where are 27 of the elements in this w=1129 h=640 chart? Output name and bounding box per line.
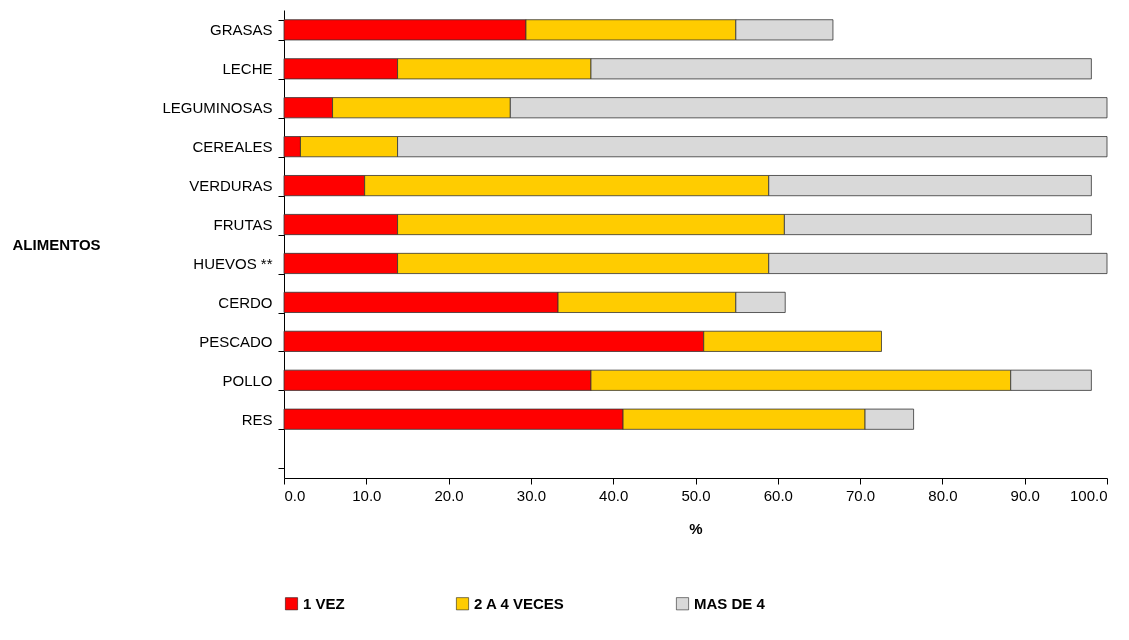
- x-axis-title: %: [689, 519, 703, 537]
- y-tick-label: POLLO: [222, 371, 273, 389]
- x-tick-label: 30.0: [516, 486, 546, 504]
- y-tick-label: LECHE: [222, 60, 273, 78]
- y-tick-label: CERDO: [218, 293, 273, 311]
- x-tick-label: 10.0: [352, 486, 382, 504]
- y-axis-title: ALIMENTOS: [12, 235, 101, 253]
- y-tick-label: CEREALES: [192, 138, 273, 156]
- y-tick-label: PESCADO: [199, 332, 273, 350]
- legend-label: MAS DE 4: [694, 594, 766, 612]
- x-tick-label: 100.0: [1069, 486, 1108, 504]
- x-tick-label: 0.0: [284, 486, 306, 504]
- y-tick-label: VERDURAS: [189, 177, 273, 195]
- y-tick-label: GRASAS: [209, 21, 273, 39]
- x-tick-label: 20.0: [434, 486, 464, 504]
- y-tick-label: LEGUMINOSAS: [162, 99, 273, 117]
- y-tick-label: HUEVOS **: [193, 254, 273, 272]
- x-tick-label: 90.0: [1010, 486, 1040, 504]
- y-tick-label: RES: [241, 410, 273, 428]
- x-tick-label: 60.0: [763, 486, 793, 504]
- x-tick-label: 40.0: [599, 486, 629, 504]
- legend-label: 1 VEZ: [303, 594, 345, 612]
- x-tick-label: 70.0: [846, 486, 876, 504]
- y-tick-label: FRUTAS: [213, 216, 273, 234]
- legend-label: 2 A 4 VECES: [474, 594, 564, 612]
- x-tick-label: 50.0: [681, 486, 711, 504]
- x-tick-label: 80.0: [928, 486, 958, 504]
